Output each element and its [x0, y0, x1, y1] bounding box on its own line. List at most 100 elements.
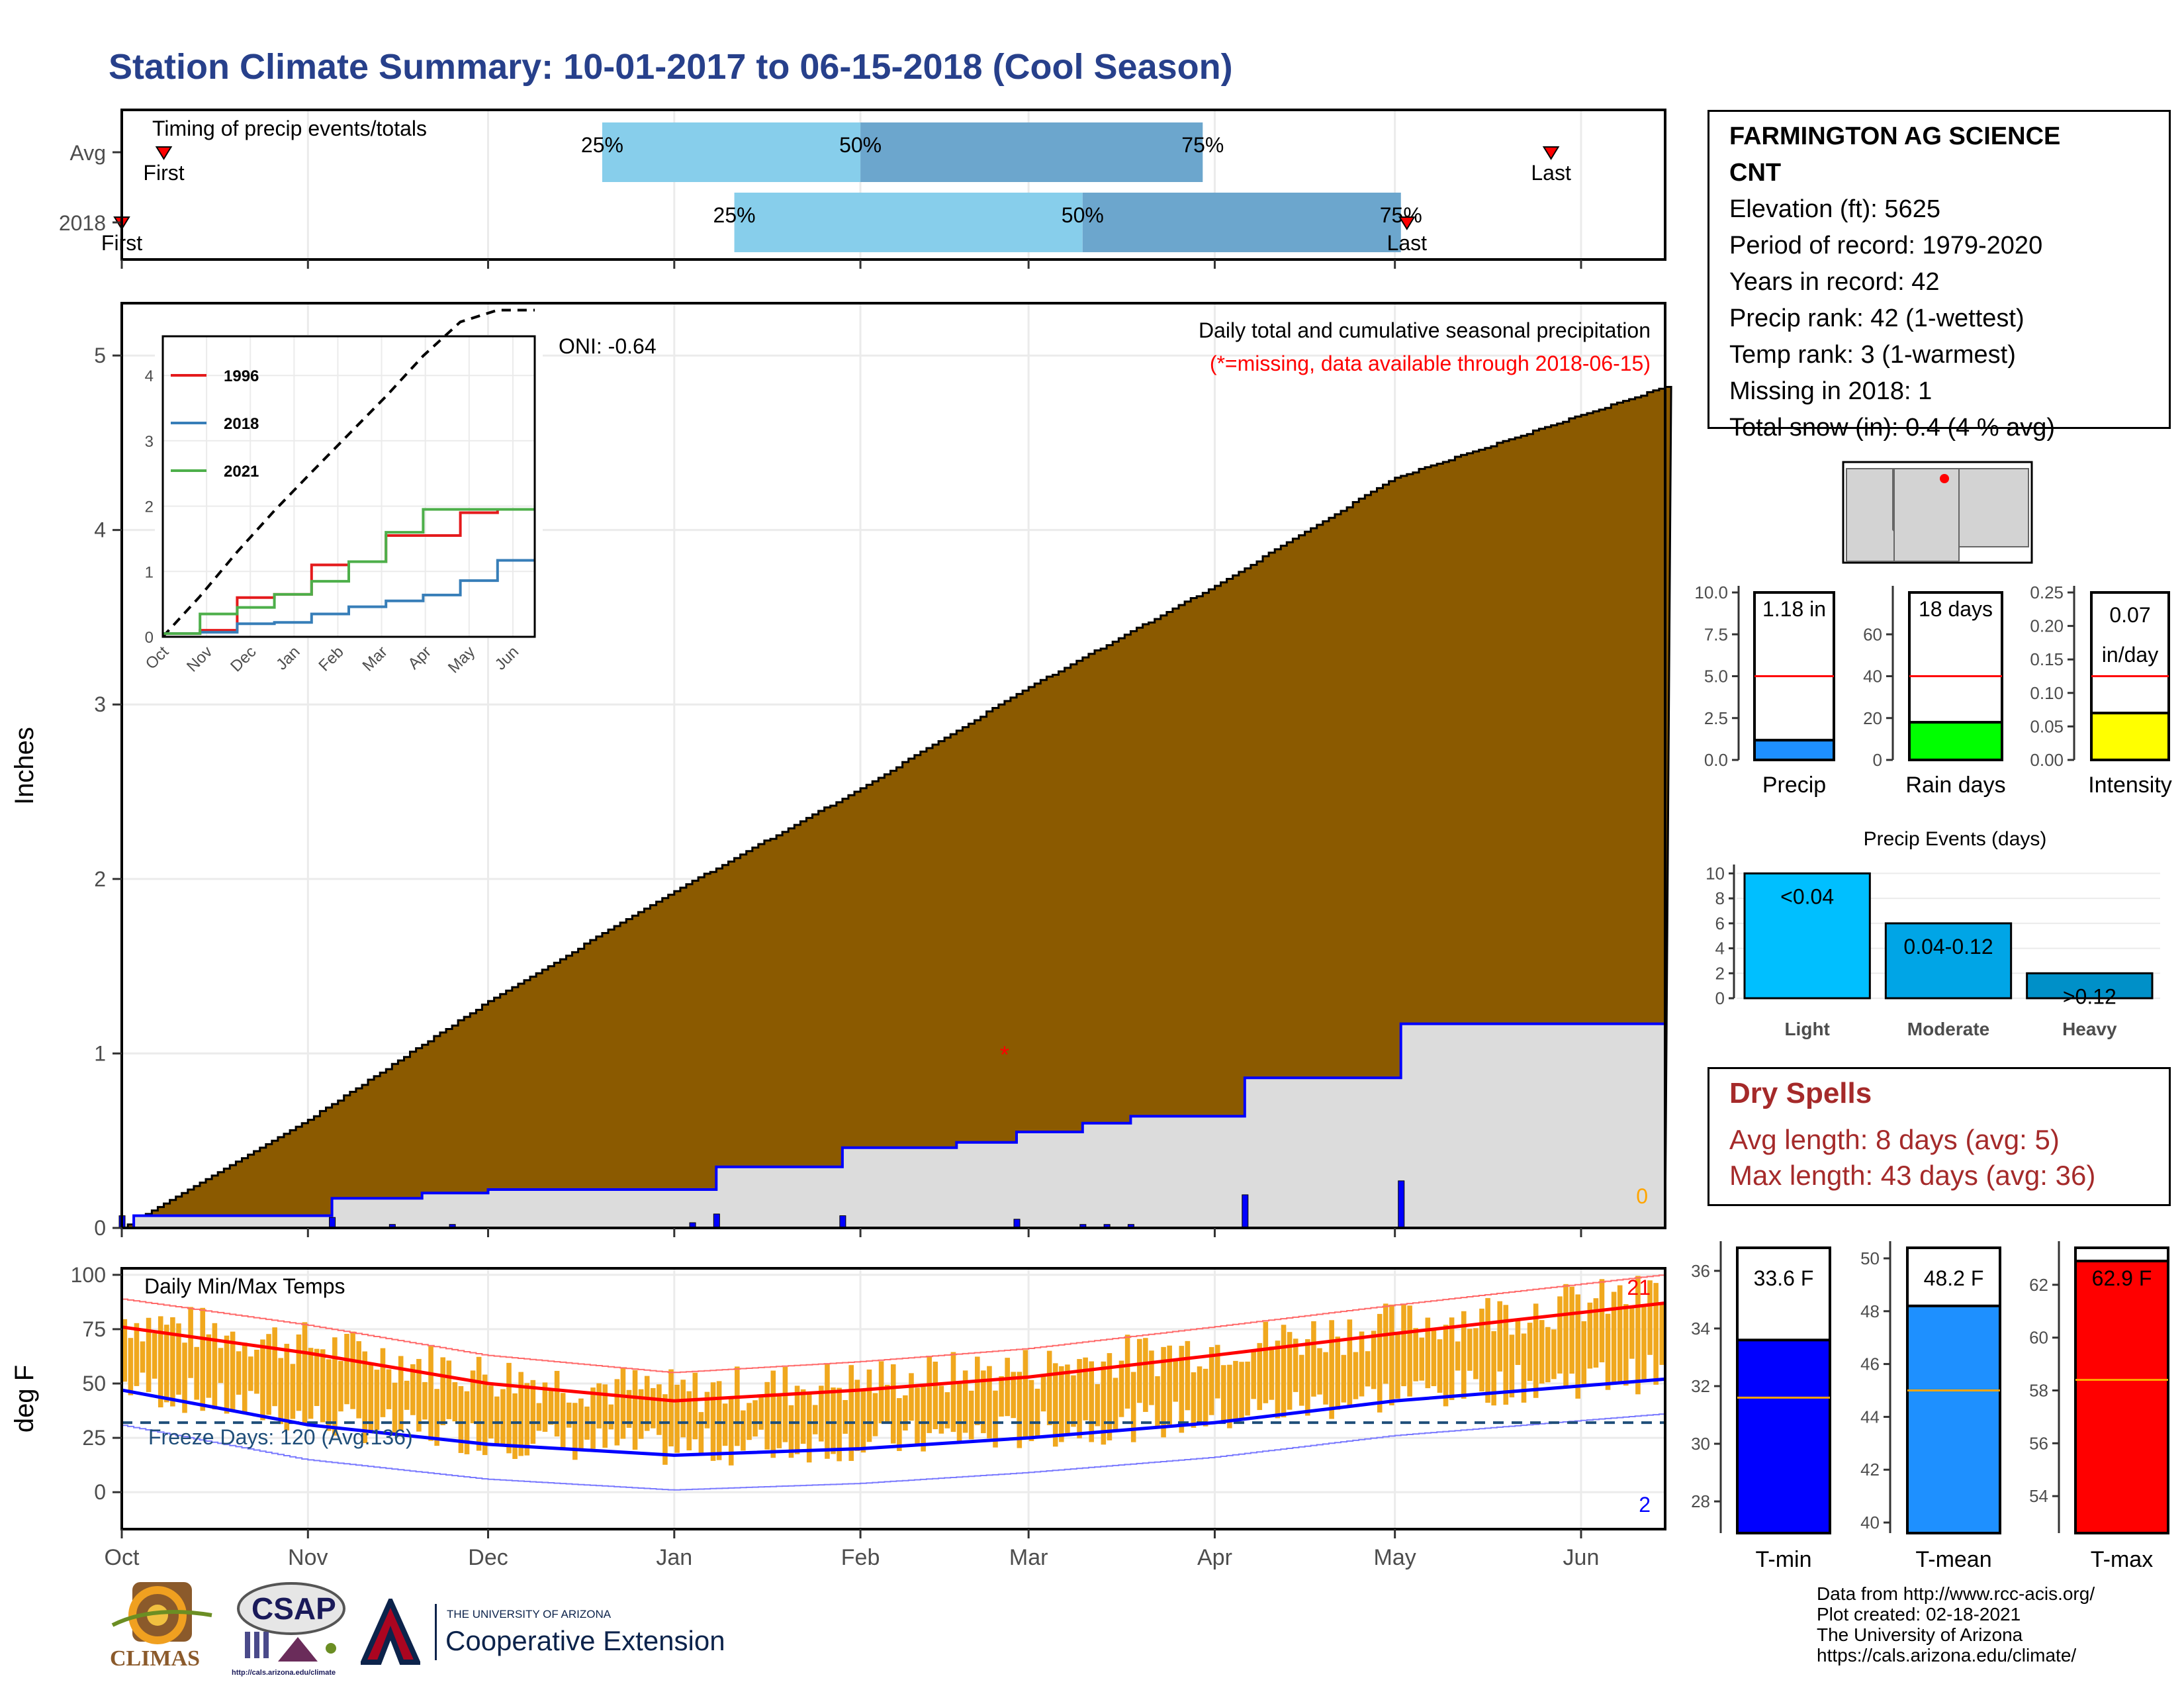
state-locator-map [1842, 461, 2033, 564]
daily-temp-bar [1341, 1354, 1347, 1403]
daily-temp-bar [806, 1392, 812, 1463]
daily-temp-bar [224, 1335, 230, 1414]
month-tick-label: Jun [1563, 1545, 1600, 1570]
freeze-days-label: Freeze Days: 120 (Avg:136) [148, 1425, 413, 1449]
daily-temp-bar [368, 1363, 374, 1431]
daily-temp-bar [860, 1388, 866, 1453]
daily-temp-bar [770, 1370, 776, 1458]
daily-temp-bar [1389, 1304, 1394, 1406]
daily-temp-bar [1155, 1376, 1160, 1429]
daily-temp-bar [572, 1403, 578, 1460]
timing-bar-25-50 [602, 122, 861, 182]
gauge-y-tick-label: 34 [1691, 1319, 1710, 1338]
timing-label-last: Last [1387, 231, 1428, 255]
gauge-value-label: 33.6 F [1754, 1266, 1814, 1290]
events-bar-label: >0.12 [2063, 984, 2116, 1008]
daily-temp-bar [1173, 1360, 1179, 1402]
daily-temp-bar [620, 1368, 626, 1439]
daily-temp-bar [356, 1341, 361, 1419]
daily-temp-bar [1071, 1375, 1076, 1427]
timing-label: 75% [1380, 203, 1422, 227]
daily-temp-bar [1539, 1320, 1545, 1384]
gauge-value-label: 48.2 F [1924, 1266, 1984, 1290]
daily-temp-bar [158, 1316, 163, 1408]
climas-emblem-icon [111, 1582, 212, 1644]
daily-temp-bar [1005, 1358, 1010, 1417]
events-y-tick-label: 8 [1715, 888, 1725, 908]
daily-temp-bar [1251, 1350, 1256, 1399]
inset-x-tick-label: Mar [359, 643, 391, 675]
daily-temp-bar [380, 1348, 386, 1417]
daily-temp-bar [536, 1403, 542, 1431]
daily-temp-bar [1557, 1296, 1563, 1374]
timing-label: 50% [1062, 203, 1104, 227]
timing-bar-50-75 [1082, 193, 1401, 252]
daily-temp-bar [1521, 1333, 1527, 1403]
daily-temp-bar [1353, 1352, 1359, 1399]
timing-frame [120, 109, 1666, 261]
daily-temp-bar [1641, 1305, 1647, 1382]
daily-temp-bar [884, 1385, 890, 1423]
gauge-y-tick-label: 0.25 [2030, 583, 2064, 602]
gauge-y-tick-label: 0.10 [2030, 683, 2064, 703]
station-elevation: Elevation (ft): 5625 [1729, 195, 1940, 223]
daily-temp-bar [1101, 1361, 1107, 1445]
month-tick-label: Feb [841, 1545, 880, 1570]
daily-temp-bar [764, 1382, 770, 1450]
daily-temp-bar [1497, 1301, 1503, 1372]
daily-temp-bar [566, 1402, 572, 1428]
timing-label-last: Last [1531, 161, 1571, 185]
daily-temp-bar [290, 1364, 296, 1419]
csap-url: http://cals.arizona.edu/climate [232, 1669, 336, 1677]
gauge-value-label: 0.07 [2109, 603, 2150, 627]
daily-temp-bar [950, 1352, 956, 1432]
cumulative-2018-area [122, 1023, 1665, 1228]
timing-marker-last [1542, 146, 1560, 160]
events-y-tick-label: 10 [1706, 863, 1725, 883]
daily-temp-bar [464, 1391, 470, 1454]
daily-temp-bar [704, 1391, 710, 1429]
daily-temp-bar [1629, 1307, 1635, 1359]
station-info-box: FARMINGTON AG SCIENCE CNT Elevation (ft)… [1707, 110, 2171, 442]
inset-y-tick-label: 3 [145, 433, 154, 451]
daily-temp-bar [680, 1380, 686, 1438]
daily-temp-bar [170, 1317, 175, 1407]
events-bar [1884, 922, 2013, 1000]
map-state-nm [1958, 468, 2029, 547]
timing-bar-25-50 [734, 193, 1083, 252]
daily-temp-bar [1419, 1337, 1425, 1381]
inset-y-tick-label: 0 [145, 629, 154, 647]
daily-temp-bar [1136, 1338, 1142, 1403]
daily-temp-bar [668, 1369, 674, 1447]
record-high-count: 21 [1627, 1276, 1651, 1299]
gauge-value-label: 18 days [1919, 597, 1993, 621]
daily-temp-bar [1179, 1346, 1185, 1433]
daily-temp-bar [1437, 1339, 1443, 1393]
daily-temp-bar [674, 1384, 680, 1453]
climas-label: CLIMAS [110, 1646, 201, 1671]
daily-temp-bar [878, 1361, 884, 1424]
daily-temp-bar [1599, 1279, 1605, 1363]
csap-label: CSAP [251, 1591, 336, 1626]
daily-temp-bar [128, 1338, 134, 1395]
daily-temp-bar [1653, 1283, 1659, 1385]
events-category-label: Heavy [2062, 1019, 2117, 1039]
daily-temp-bar [831, 1387, 836, 1454]
month-tick-label: Apr [1197, 1545, 1232, 1570]
daily-temp-bar [284, 1344, 290, 1430]
daily-temp-bar [1263, 1321, 1269, 1403]
month-tick-label: Oct [105, 1545, 140, 1570]
daily-temp-bar [1017, 1372, 1023, 1448]
daily-temp-bar [374, 1370, 380, 1430]
daily-temp-bar [1143, 1338, 1148, 1412]
daily-temp-bar [140, 1341, 146, 1373]
station-name: FARMINGTON AG SCIENCE [1729, 122, 2061, 150]
daily-temp-bar [608, 1404, 614, 1430]
daily-temp-bar [1083, 1357, 1088, 1421]
inset-x-tick-label: Apr [404, 643, 435, 673]
cumulative-2018-line [122, 1022, 1665, 1229]
daily-temp-bar [1479, 1308, 1484, 1391]
daily-temp-bar [1077, 1359, 1082, 1438]
daily-temp-bar [362, 1351, 368, 1444]
daily-temp-bar [1281, 1325, 1287, 1418]
